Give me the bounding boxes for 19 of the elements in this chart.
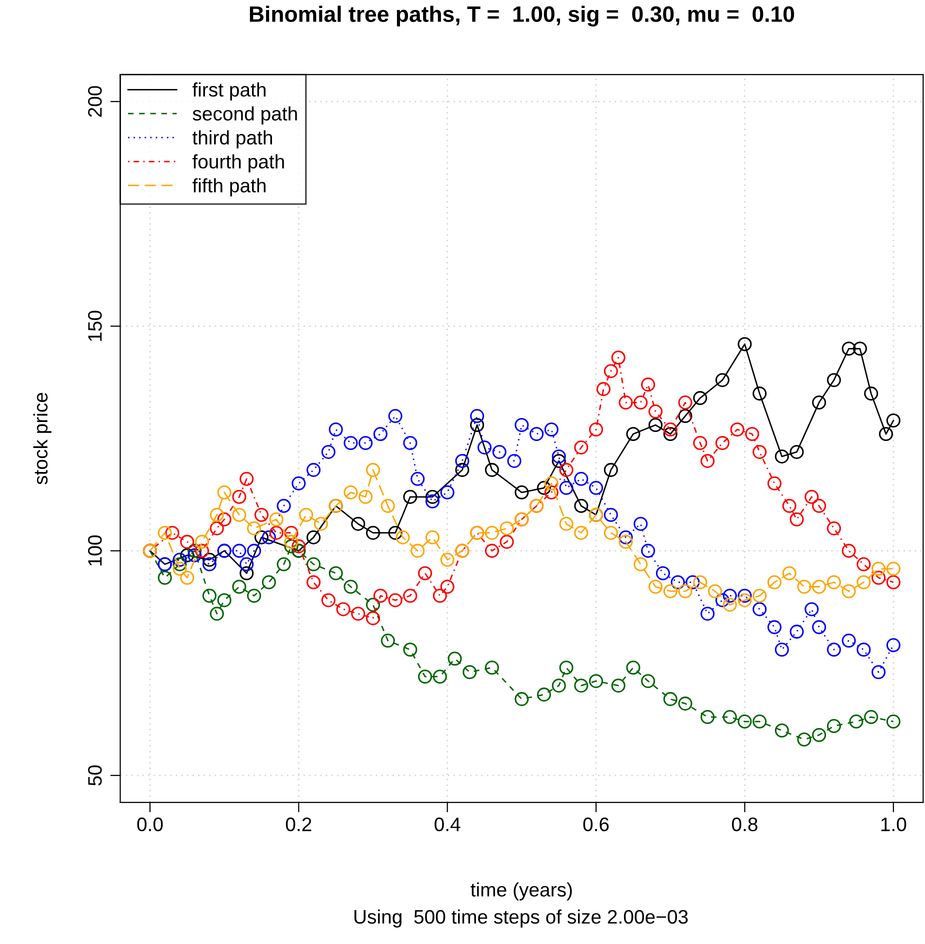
x-tick-label: 0.8 — [732, 817, 758, 832]
legend-label: fourth path — [192, 154, 284, 172]
y-axis-title: stock price — [33, 392, 52, 484]
x-tick-label: 0.4 — [434, 817, 460, 832]
y-tick-label: 50 — [88, 765, 102, 786]
x-tick-label: 0.6 — [583, 817, 609, 832]
y-tick-label: 150 — [88, 310, 102, 341]
x-tick-label: 1.0 — [881, 817, 906, 832]
legend-label: first path — [192, 82, 266, 100]
x-tick-label: 0.2 — [286, 817, 312, 832]
y-tick-label: 200 — [88, 86, 102, 117]
chart-title: Binomial tree paths, T = 1.00, sig = 0.30, mu = 0.10 — [250, 6, 794, 27]
x-axis-title: time (years) — [470, 882, 572, 900]
text: Using 500 time steps of size 2.00e−03 — [354, 909, 688, 928]
y-tick-label: 100 — [88, 535, 102, 566]
legend-label: third path — [192, 130, 272, 148]
legend-label: fifth path — [192, 178, 266, 196]
legend-label: second path — [192, 106, 297, 124]
x-tick-label: 0.0 — [137, 817, 163, 832]
